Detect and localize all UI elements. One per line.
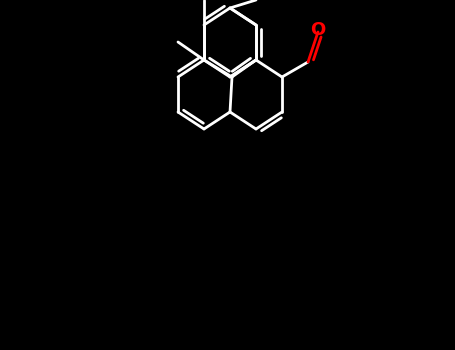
Text: O: O [310,21,326,39]
